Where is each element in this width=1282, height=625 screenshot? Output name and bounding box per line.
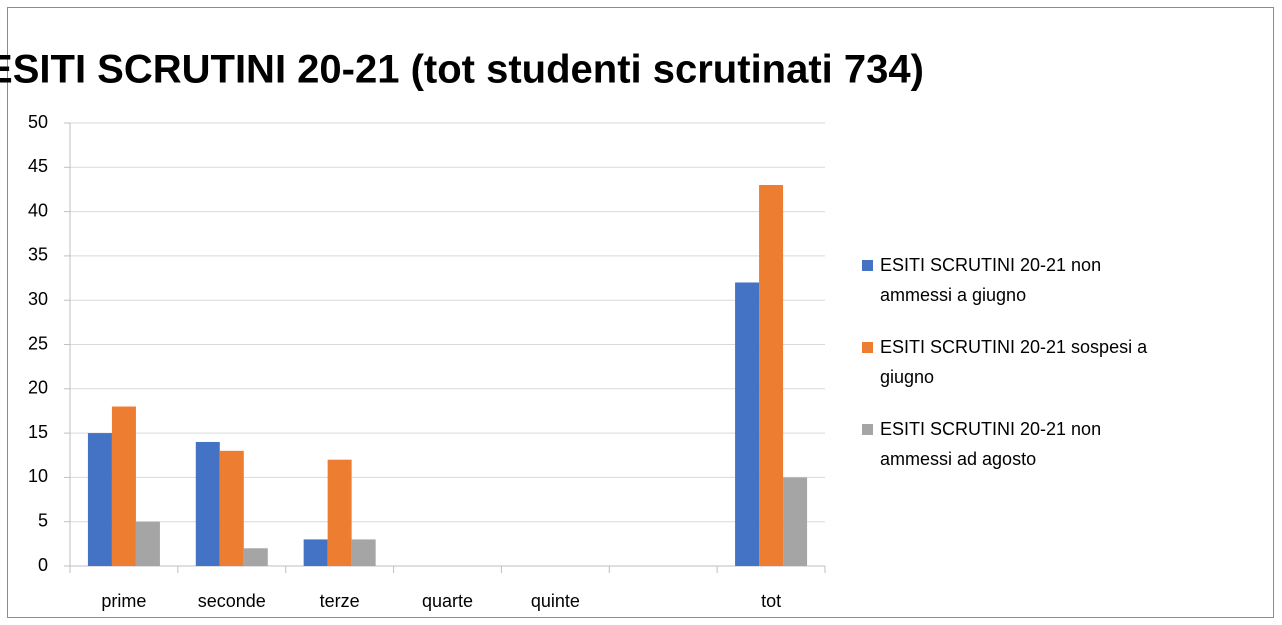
x-tick-label: prime (101, 591, 146, 611)
bar (303, 539, 328, 566)
bar (243, 548, 268, 566)
x-tick-label: quarte (422, 591, 473, 611)
bar (219, 450, 244, 566)
legend-item: ESITI SCRUTINI 20-21 non ammessi a giugn… (862, 250, 1162, 310)
bar (735, 282, 760, 566)
y-tick-label: 5 (38, 510, 48, 530)
y-tick-label: 50 (28, 112, 48, 132)
x-tick-label: terze (320, 591, 360, 611)
legend-item: ESITI SCRUTINI 20-21 sospesi a giugno (862, 332, 1162, 392)
y-tick-label: 35 (28, 245, 48, 265)
legend: ESITI SCRUTINI 20-21 non ammessi a giugn… (862, 250, 1162, 496)
legend-key (862, 342, 873, 353)
y-tick-label: 20 (28, 378, 48, 398)
bar (327, 459, 352, 566)
y-tick-label: 0 (38, 555, 48, 575)
legend-label: ESITI SCRUTINI 20-21 sospesi a giugno (880, 337, 1148, 387)
legend-key (862, 260, 873, 271)
x-tick-label: quinte (531, 591, 580, 611)
legend-label: ESITI SCRUTINI 20-21 non ammessi ad agos… (880, 419, 1102, 469)
y-tick-label: 45 (28, 156, 48, 176)
y-tick-label: 40 (28, 200, 48, 220)
bar (759, 185, 784, 566)
bar (783, 477, 808, 566)
bar (195, 441, 220, 566)
bar (135, 521, 160, 566)
bar (87, 433, 112, 566)
y-tick-label: 30 (28, 289, 48, 309)
legend-key (862, 424, 873, 435)
bar (351, 539, 376, 566)
legend-item: ESITI SCRUTINI 20-21 non ammessi ad agos… (862, 414, 1162, 474)
bar (111, 406, 136, 566)
chart-title: ESITI SCRUTINI 20-21 (tot studenti scrut… (0, 48, 924, 92)
y-tick-label: 10 (28, 466, 48, 486)
x-tick-label: tot (761, 591, 781, 611)
x-tick-label: seconde (198, 591, 266, 611)
y-tick-label: 25 (28, 333, 48, 353)
y-tick-label: 15 (28, 422, 48, 442)
legend-label: ESITI SCRUTINI 20-21 non ammessi a giugn… (880, 255, 1102, 305)
